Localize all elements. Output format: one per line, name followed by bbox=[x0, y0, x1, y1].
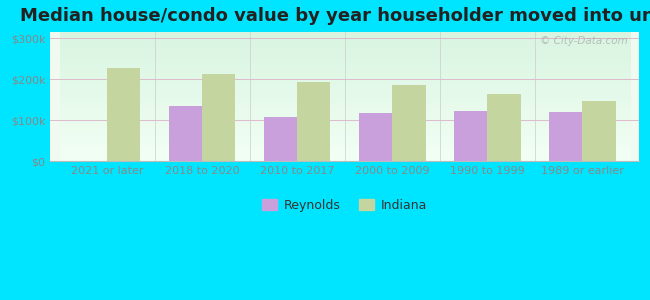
Bar bbox=[297, 82, 330, 161]
Bar bbox=[454, 111, 488, 161]
Text: © City-Data.com: © City-Data.com bbox=[540, 36, 627, 46]
Bar bbox=[549, 112, 582, 161]
Bar bbox=[359, 113, 392, 161]
Bar bbox=[107, 68, 140, 161]
Legend: Reynolds, Indiana: Reynolds, Indiana bbox=[257, 194, 432, 217]
Bar bbox=[582, 101, 616, 161]
Bar bbox=[169, 106, 202, 161]
Bar bbox=[392, 85, 426, 161]
Bar bbox=[264, 117, 297, 161]
Bar bbox=[488, 94, 521, 161]
Title: Median house/condo value by year householder moved into unit: Median house/condo value by year househo… bbox=[20, 7, 650, 25]
Bar bbox=[202, 74, 235, 161]
